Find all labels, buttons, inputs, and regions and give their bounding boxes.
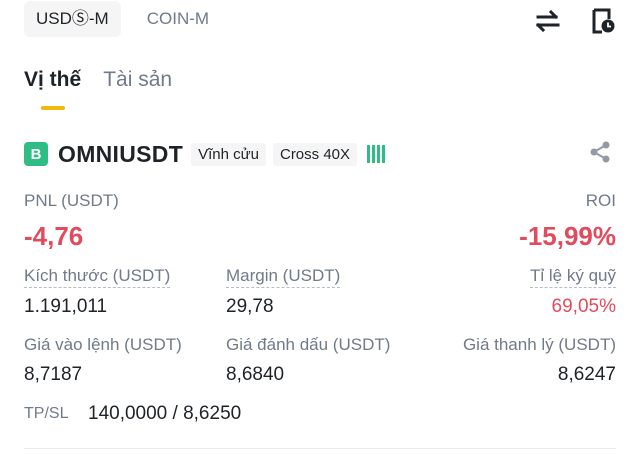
mark-price-value: 8,6840 [226, 364, 285, 385]
contract-type-tag: Vĩnh cửu [191, 142, 266, 166]
tab-coin-m[interactable]: COIN-M [146, 9, 210, 28]
margin-ratio-value: 69,05% [551, 296, 616, 317]
size-value: 1.191,011 [24, 296, 108, 317]
side-badge: B [24, 142, 48, 166]
liquidation-price-label: Giá thanh lý (USDT) [462, 335, 616, 354]
position-tabs: Vị thế Tài sản [24, 68, 194, 110]
signal-bars-icon [367, 145, 386, 163]
share-icon[interactable] [588, 140, 612, 164]
liquidation-price-value: 8,6247 [557, 364, 616, 385]
position-header: B OMNIUSDT Vĩnh cửu Cross 40X [24, 140, 386, 168]
entry-price-value: 8,7187 [24, 364, 83, 385]
symbol-name[interactable]: OMNIUSDT [58, 140, 184, 167]
pnl-value: -4,76 [24, 221, 84, 251]
market-tabs: USDⓈ-M COIN-M [24, 1, 221, 37]
tab-positions[interactable]: Vị thế [24, 68, 82, 110]
order-history-icon[interactable] [588, 6, 618, 36]
roi-label: ROI [585, 191, 616, 210]
mark-price-label: Giá đánh dấu (USDT) [226, 335, 391, 354]
tpsl-label: TP/SL [24, 405, 69, 422]
swap-arrows-icon[interactable] [533, 6, 563, 36]
margin-value: 29,78 [226, 296, 274, 317]
margin-mode-tag[interactable]: Cross 40X [272, 142, 358, 166]
tab-assets[interactable]: Tài sản [103, 68, 173, 91]
pnl-label: PNL (USDT) [24, 191, 119, 210]
divider [24, 448, 616, 449]
margin-label[interactable]: Margin (USDT) [226, 266, 341, 288]
entry-price-label: Giá vào lệnh (USDT) [24, 335, 182, 354]
margin-ratio-label[interactable]: Tỉ lệ ký quỹ [530, 266, 616, 288]
roi-value: -15,99% [519, 221, 616, 251]
tpsl-value[interactable]: 140,0000 / 8,6250 [88, 403, 242, 424]
tab-usds-m[interactable]: USDⓈ-M [24, 1, 121, 37]
size-label[interactable]: Kích thước (USDT) [24, 266, 171, 288]
